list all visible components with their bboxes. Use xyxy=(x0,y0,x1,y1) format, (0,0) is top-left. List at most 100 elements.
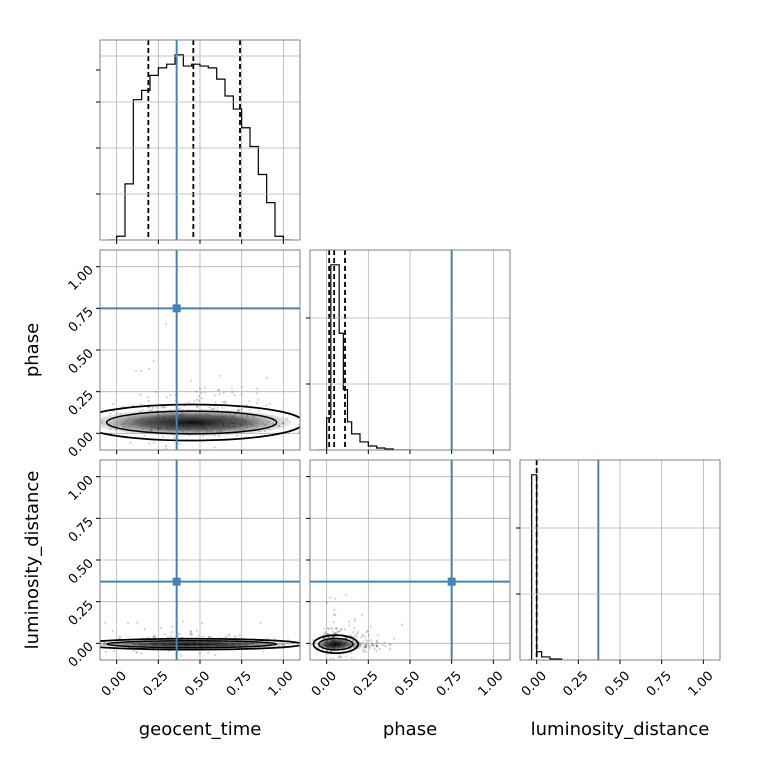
sample-point xyxy=(111,630,114,633)
sample-point xyxy=(245,403,248,407)
panel-geocent_time-vs-geocent_time xyxy=(96,39,301,244)
sample-point xyxy=(373,647,376,650)
sample-point xyxy=(332,657,335,660)
sample-point xyxy=(364,650,367,653)
sample-point xyxy=(365,644,368,648)
x-tick-label: 0.75 xyxy=(644,669,675,700)
sample-point xyxy=(148,442,151,445)
sample-point xyxy=(159,626,162,629)
sample-point xyxy=(375,649,378,652)
sample-point xyxy=(224,400,227,403)
sample-point xyxy=(193,400,196,403)
x-axis-label-phase: phase xyxy=(383,719,437,740)
sample-point xyxy=(355,633,358,636)
sample-point xyxy=(334,627,337,630)
sample-point xyxy=(196,405,199,408)
sample-point xyxy=(369,625,372,628)
y-tick-label: 0.00 xyxy=(66,640,97,671)
sample-point xyxy=(148,406,151,409)
sample-point xyxy=(240,408,243,411)
sample-point xyxy=(388,648,391,651)
sample-point xyxy=(366,629,369,633)
y-axis-label-phase: phase xyxy=(22,323,43,377)
y-tick-label: 1.00 xyxy=(66,263,97,294)
panel-luminosity_distance-vs-phase xyxy=(306,459,511,664)
y-tick-label: 0.00 xyxy=(66,430,97,461)
sample-point xyxy=(340,627,343,630)
x-axis-label-geocent_time: geocent_time xyxy=(139,719,262,740)
sample-point xyxy=(352,631,355,634)
sample-point xyxy=(165,396,169,399)
sample-point xyxy=(362,648,365,651)
sample-point xyxy=(344,655,348,658)
y-tick-label: 0.75 xyxy=(66,515,97,546)
sample-point xyxy=(323,633,326,636)
x-tick-label: 0.75 xyxy=(434,669,465,700)
contour-outer xyxy=(312,634,360,655)
sample-point xyxy=(227,633,230,636)
truth-marker xyxy=(172,304,181,313)
density-region xyxy=(100,409,292,436)
sample-point xyxy=(163,405,167,408)
y-axis-label-luminosity_distance: luminosity_distance xyxy=(22,471,43,650)
sample-point xyxy=(337,655,340,659)
sample-point xyxy=(353,626,356,630)
sample-point xyxy=(188,632,192,636)
sample-point xyxy=(335,627,338,631)
sample-point xyxy=(375,645,378,648)
sample-point xyxy=(378,647,381,651)
sample-point xyxy=(370,642,374,645)
sample-point xyxy=(230,387,234,390)
sample-point xyxy=(238,408,241,411)
sample-point xyxy=(97,422,99,424)
sample-point xyxy=(323,627,326,630)
sample-point xyxy=(360,643,363,646)
panel-luminosity_distance-vs-geocent_time xyxy=(79,459,301,664)
sample-point xyxy=(326,632,330,636)
sample-point xyxy=(118,635,121,638)
sample-point xyxy=(361,641,365,644)
sample-point xyxy=(196,406,199,409)
sample-point xyxy=(148,367,151,371)
sample-point xyxy=(234,636,237,639)
histogram-luminosity_distance xyxy=(528,474,563,660)
sample-point xyxy=(332,635,335,639)
sample-point xyxy=(366,639,369,643)
sample-point xyxy=(79,638,81,640)
sample-point xyxy=(179,654,183,657)
sample-point xyxy=(233,635,237,638)
sample-point xyxy=(214,653,217,656)
sample-point xyxy=(108,412,112,415)
sample-point xyxy=(131,404,135,407)
sample-point xyxy=(264,404,268,407)
sample-point xyxy=(207,651,210,655)
contour-inner xyxy=(105,640,278,649)
x-tick-label: 1.00 xyxy=(266,669,297,700)
sample-point xyxy=(198,651,201,655)
sample-point xyxy=(139,369,143,372)
sample-point xyxy=(381,643,384,646)
x-axis-label-luminosity_distance: luminosity_distance xyxy=(531,719,710,740)
sample-point xyxy=(231,390,234,394)
sample-point xyxy=(257,398,260,402)
sample-point xyxy=(139,403,143,406)
sample-point xyxy=(327,628,331,631)
sample-point xyxy=(353,620,356,623)
sample-point xyxy=(96,323,98,325)
sample-point xyxy=(256,392,259,395)
sample-point xyxy=(189,630,192,633)
sample-point xyxy=(347,620,351,623)
panel-phase-vs-geocent_time xyxy=(96,249,301,454)
panel-content xyxy=(108,40,292,240)
sample-point xyxy=(358,645,361,648)
sample-point xyxy=(217,388,221,391)
panel-content xyxy=(310,460,510,660)
sample-point xyxy=(375,645,379,648)
sample-point xyxy=(228,634,231,637)
sample-point xyxy=(129,441,132,444)
sample-point xyxy=(331,635,334,638)
sample-point xyxy=(360,636,363,639)
sample-point xyxy=(197,394,201,398)
sample-point xyxy=(161,406,164,409)
y-tick-label: 0.25 xyxy=(66,388,97,419)
